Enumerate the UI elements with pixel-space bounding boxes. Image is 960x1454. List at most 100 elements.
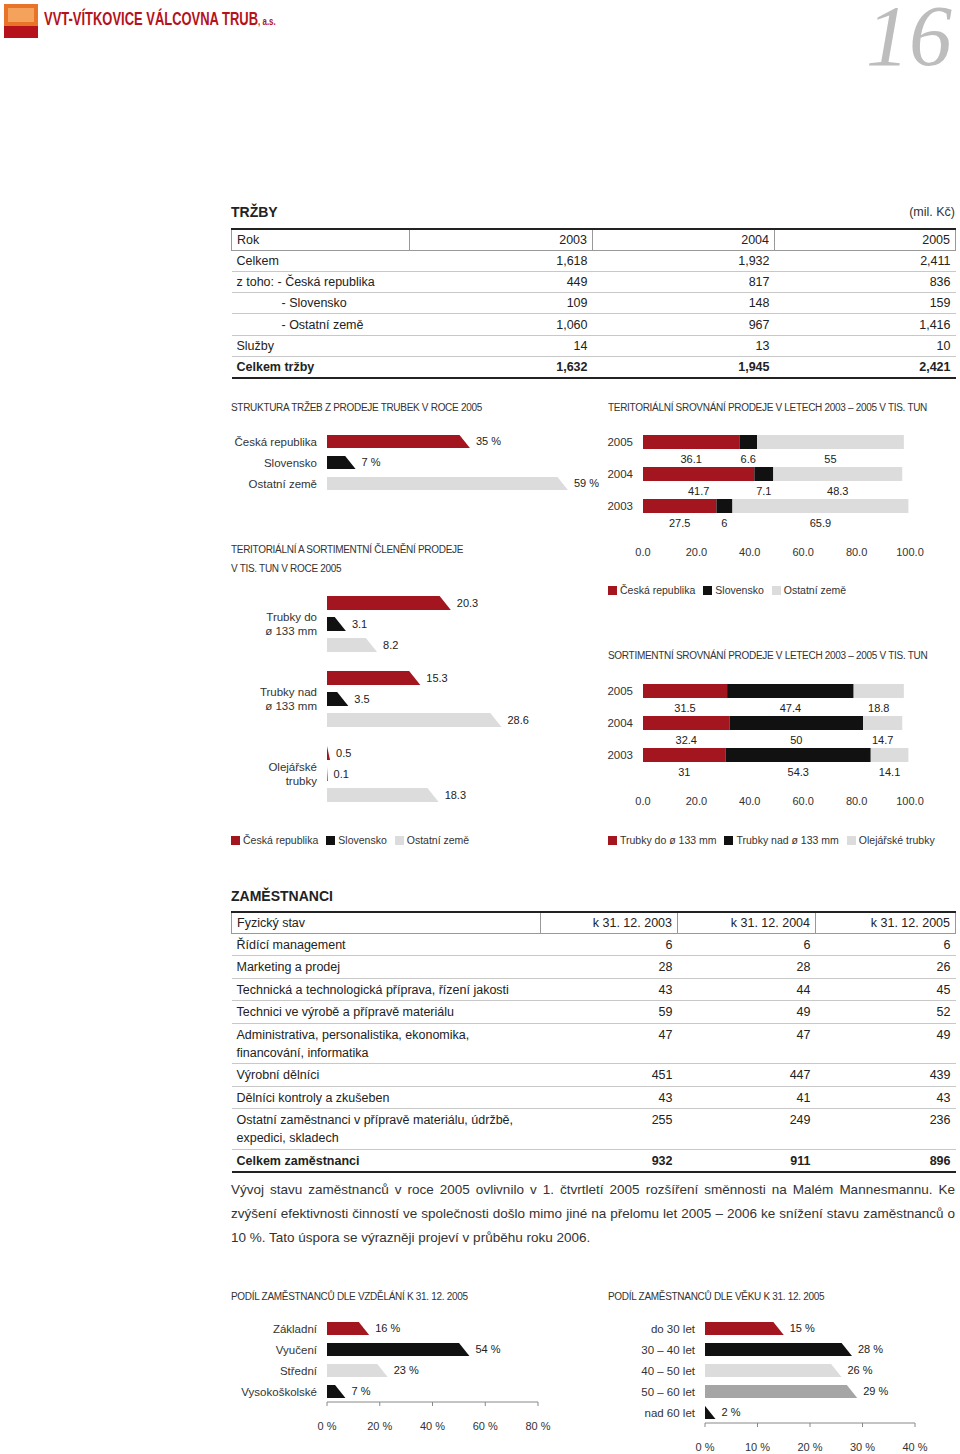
svg-text:6.6: 6.6 [741, 453, 756, 465]
svg-text:7.1: 7.1 [756, 485, 771, 497]
html-text:TERITORIÁLNÍ A SORTIMENTNÍ ČLE: TERITORIÁLNÍ A SORTIMENTNÍ ČLENĚNÍ PRODE… [231, 544, 464, 574]
svg-text:Základní: Základní [273, 1323, 318, 1335]
html-text:ZAMĚSTNANCI: ZAMĚSTNANCI [231, 888, 333, 904]
svg-text:Slovensko: Slovensko [264, 457, 317, 469]
svg-text:20.0: 20.0 [686, 795, 707, 807]
html-text:2003: 2003 [559, 232, 587, 247]
svg-text:2004: 2004 [607, 468, 633, 480]
svg-text:80.0: 80.0 [846, 795, 867, 807]
svg-text:2003: 2003 [607, 500, 633, 512]
svg-text:26 %: 26 % [848, 1364, 873, 1376]
svg-text:80.0: 80.0 [846, 546, 867, 558]
svg-text:15 %: 15 % [790, 1322, 815, 1334]
svg-text:20.3: 20.3 [457, 597, 478, 609]
svg-text:15.3: 15.3 [426, 672, 447, 684]
html-text:449: 449 [566, 274, 588, 289]
svg-text:27.5: 27.5 [669, 517, 690, 529]
svg-text:60.0: 60.0 [792, 795, 813, 807]
svg-text:Olejářskétrubky: Olejářskétrubky [268, 761, 317, 787]
svg-text:7 %: 7 % [351, 1385, 370, 1397]
svg-text:0 %: 0 % [318, 1420, 337, 1432]
svg-text:0.0: 0.0 [635, 795, 650, 807]
svg-text:2005: 2005 [607, 685, 633, 697]
svg-text:3.5: 3.5 [354, 693, 369, 705]
svg-text:23 %: 23 % [394, 1364, 419, 1376]
svg-text:28.6: 28.6 [507, 714, 528, 726]
svg-text:7 %: 7 % [362, 456, 381, 468]
svg-text:10 %: 10 % [745, 1441, 770, 1453]
svg-text:31.5: 31.5 [674, 702, 695, 714]
svg-text:0.0: 0.0 [635, 546, 650, 558]
html-text:Administrativa, personalistika: Administrativa, personalistika, ekonomik… [236, 1027, 470, 1060]
html-text:1,618: 1,618 [556, 253, 588, 268]
svg-text:nad 60 let: nad 60 let [644, 1407, 695, 1419]
html-text:Celkem: Celkem [236, 253, 279, 268]
svg-text:40.0: 40.0 [739, 795, 760, 807]
svg-text:54 %: 54 % [475, 1343, 500, 1355]
svg-text:40 – 50 let: 40 – 50 let [641, 1365, 696, 1377]
svg-text:100.0: 100.0 [896, 546, 924, 558]
svg-text:3.1: 3.1 [352, 618, 367, 630]
svg-text:Ostatní země: Ostatní země [249, 478, 317, 490]
html-text:z toho: - Česká republika: z toho: - Česká republika [236, 274, 375, 289]
svg-text:50: 50 [790, 734, 802, 746]
svg-text:0 %: 0 % [696, 1441, 715, 1453]
svg-text:Střední: Střední [280, 1365, 318, 1377]
svg-text:36.1: 36.1 [680, 453, 701, 465]
svg-text:30 – 40 let: 30 – 40 let [641, 1344, 696, 1356]
svg-text:Česká republika: Česká republika [235, 436, 318, 448]
svg-text:16 %: 16 % [375, 1322, 400, 1334]
svg-text:48.3: 48.3 [827, 485, 848, 497]
svg-text:Trubky nadø 133 mm: Trubky nadø 133 mm [260, 686, 317, 712]
html-text:2,411: 2,411 [920, 253, 951, 268]
svg-text:31: 31 [678, 766, 690, 778]
svg-text:Vysokoškolské: Vysokoškolské [241, 1386, 317, 1398]
svg-text:60 %: 60 % [473, 1420, 498, 1432]
svg-text:0.1: 0.1 [334, 768, 349, 780]
svg-text:40 %: 40 % [420, 1420, 445, 1432]
svg-text:35 %: 35 % [476, 435, 501, 447]
svg-text:40.0: 40.0 [739, 546, 760, 558]
svg-text:55: 55 [824, 453, 836, 465]
svg-text:Vyučení: Vyučení [276, 1344, 318, 1356]
svg-text:20 %: 20 % [367, 1420, 392, 1432]
svg-text:30 %: 30 % [850, 1441, 875, 1453]
html-text:TRŽBY: TRŽBY [231, 204, 278, 220]
svg-text:2003: 2003 [607, 749, 633, 761]
svg-text:6: 6 [721, 517, 727, 529]
svg-text:59 %: 59 % [574, 477, 599, 489]
svg-text:8.2: 8.2 [383, 639, 398, 651]
svg-text:54.3: 54.3 [788, 766, 809, 778]
svg-text:65.9: 65.9 [810, 517, 831, 529]
svg-text:18.8: 18.8 [868, 702, 889, 714]
svg-text:Trubky doø 133 mm: Trubky doø 133 mm [265, 611, 317, 637]
svg-text:14.7: 14.7 [872, 734, 893, 746]
html-text:VVT-VÍTKOVICE VÁLCOVNA TRUB, a: VVT-VÍTKOVICE VÁLCOVNA TRUB, a.s. [44, 9, 276, 29]
html-text:2004: 2004 [741, 232, 769, 247]
svg-text:28 %: 28 % [858, 1343, 883, 1355]
html-text:1,932: 1,932 [738, 253, 770, 268]
svg-text:18.3: 18.3 [445, 789, 466, 801]
svg-text:14.1: 14.1 [879, 766, 900, 778]
svg-text:2 %: 2 % [722, 1406, 741, 1418]
svg-text:41.7: 41.7 [688, 485, 709, 497]
svg-text:2004: 2004 [607, 717, 633, 729]
svg-text:2005: 2005 [607, 436, 633, 448]
svg-text:do 30 let: do 30 let [651, 1323, 696, 1335]
svg-text:40 %: 40 % [902, 1441, 927, 1453]
svg-text:80 %: 80 % [525, 1420, 550, 1432]
html-text:817: 817 [748, 274, 770, 289]
svg-text:29 %: 29 % [863, 1385, 888, 1397]
svg-text:0.5: 0.5 [336, 747, 351, 759]
svg-text:47.4: 47.4 [780, 702, 801, 714]
svg-text:100.0: 100.0 [896, 795, 924, 807]
svg-text:20 %: 20 % [797, 1441, 822, 1453]
svg-text:60.0: 60.0 [792, 546, 813, 558]
svg-text:50 – 60 let: 50 – 60 let [641, 1386, 696, 1398]
html-text:Vývoj stavu zaměstnanců v roce: Vývoj stavu zaměstnanců v roce 2005 ovli… [231, 1182, 955, 1245]
html-text:2005: 2005 [922, 232, 950, 247]
html-text:Rok: Rok [237, 232, 260, 247]
svg-text:20.0: 20.0 [686, 546, 707, 558]
svg-text:32.4: 32.4 [676, 734, 697, 746]
html-text:Ostatní zaměstnanci v přípravě: Ostatní zaměstnanci v přípravě materiálu… [236, 1113, 513, 1145]
